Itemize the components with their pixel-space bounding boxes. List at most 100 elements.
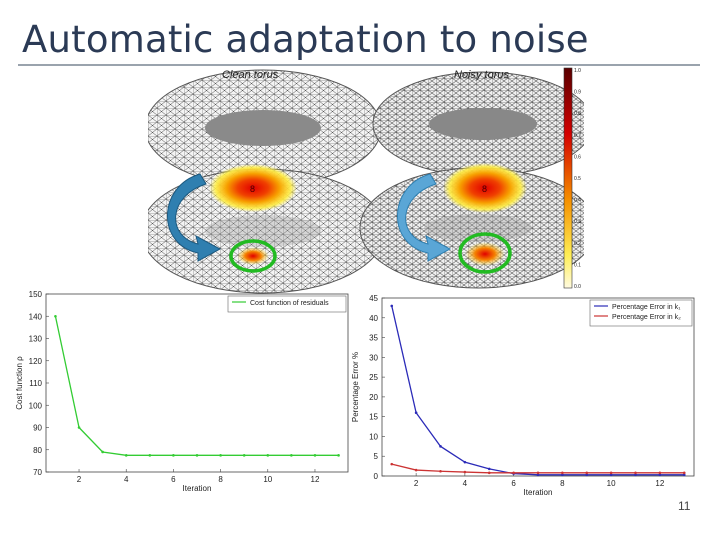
data-point <box>463 470 467 474</box>
y-tick-label: 15 <box>369 413 378 422</box>
data-point <box>266 454 270 457</box>
adaptation-arrow-left <box>167 173 222 262</box>
cost-function-chart: 70 80 90 100 110 120 130 140 150 2 4 6 8 10 12 Iteratio… <box>15 290 349 493</box>
data-point <box>658 473 662 477</box>
data-point <box>585 473 589 477</box>
colorbar-tick-label: 0.4 <box>574 198 581 204</box>
label-noisy-torus: Noisy torus <box>454 69 510 81</box>
data-point <box>682 471 686 475</box>
adaptation-arrow-right <box>397 173 452 262</box>
data-point <box>242 454 246 457</box>
colorbar-tick-label: 0.9 <box>574 90 581 96</box>
data-point <box>658 471 662 475</box>
colorbar-tick-label: 0.8 <box>574 111 581 117</box>
data-point <box>219 454 222 457</box>
data-point <box>54 314 57 318</box>
x-tick-label: 6 <box>171 475 176 484</box>
percentage-error-chart: 0 5 10 15 20 25 30 35 40 45 2 4 6 8 10 12 Iteration Perce… <box>352 294 695 496</box>
y-tick-label: 25 <box>369 373 378 382</box>
data-point <box>634 473 637 477</box>
noisy-torus <box>359 71 584 289</box>
y-tick-label: 40 <box>369 314 378 323</box>
data-point <box>585 471 589 475</box>
data-point <box>439 445 442 448</box>
data-point <box>148 454 152 457</box>
x-axis-label: Iteration <box>524 488 553 496</box>
data-point <box>124 454 128 457</box>
y-tick-label: 30 <box>369 353 378 362</box>
x-tick-label: 10 <box>607 479 616 488</box>
y-tick-label: 120 <box>29 357 43 366</box>
x-tick-label: 4 <box>124 475 129 484</box>
data-point <box>172 454 175 457</box>
x-tick-label: 8 <box>560 479 565 488</box>
colorbar-tick-label: 0.0 <box>574 284 581 290</box>
data-point <box>313 454 317 457</box>
legend-entry: Cost function of residuals <box>250 300 329 307</box>
label-clean-torus: Clean torus <box>222 69 279 81</box>
data-point <box>609 471 613 475</box>
data-point <box>536 473 540 477</box>
y-tick-label: 110 <box>29 379 42 388</box>
y-tick-label: 100 <box>29 401 43 410</box>
y-tick-label: 80 <box>33 446 42 455</box>
y-axis-label: Cost function ρ <box>15 356 24 410</box>
top-marker-noisy: 8 <box>482 184 487 194</box>
legend-entry: Percentage Error in k₂ <box>612 314 681 321</box>
data-point <box>561 471 564 475</box>
top-marker-clean: 8 <box>250 184 255 194</box>
y-tick-label: 90 <box>33 424 42 433</box>
page-number: 11 <box>678 499 691 513</box>
data-point <box>101 450 104 454</box>
colorbar-tick-label: 0.5 <box>574 176 581 182</box>
x-tick-label: 8 <box>218 475 223 484</box>
colorbar-tick-label: 0.7 <box>574 133 581 139</box>
data-point <box>337 454 340 457</box>
data-point <box>487 471 491 475</box>
colorbar-tick-label: 0.1 <box>574 262 581 268</box>
colorbar-tick-label: 0.2 <box>574 241 581 247</box>
y-axis-label: Percentage Error % <box>352 352 360 422</box>
y-tick-label: 0 <box>374 472 379 481</box>
colorbar-tick-label: 0.3 <box>574 219 581 225</box>
colorbar: 1.0 0.9 0.8 0.7 0.6 0.5 0.4 0.3 0.2 0.1 0.0 <box>563 67 581 290</box>
clean-torus <box>148 69 386 294</box>
data-point <box>682 473 686 477</box>
data-point <box>77 426 81 429</box>
legend <box>227 295 347 313</box>
data-point <box>463 460 467 464</box>
x-tick-label: 2 <box>414 479 419 488</box>
data-point <box>390 462 394 466</box>
x-tick-label: 10 <box>263 475 272 484</box>
x-tick-label: 12 <box>311 475 320 484</box>
legend <box>589 299 693 327</box>
y-tick-label: 130 <box>29 335 43 344</box>
plot-area <box>381 297 695 477</box>
data-point <box>609 473 613 477</box>
x-tick-label: 2 <box>77 475 82 484</box>
y-tick-label: 20 <box>369 393 378 402</box>
plot-area <box>45 293 349 473</box>
data-point <box>290 454 293 457</box>
x-axis-label: Iteration <box>183 484 212 493</box>
y-tick-label: 35 <box>369 334 378 343</box>
data-point <box>487 467 491 471</box>
torus-figure: 8 8 Clean torus Noisy torus 1.0 0.9 0.8 0.7… <box>148 66 584 294</box>
y-tick-label: 45 <box>369 294 378 303</box>
x-tick-label: 4 <box>463 479 468 488</box>
data-point <box>414 411 418 415</box>
x-tick-label: 12 <box>655 479 664 488</box>
data-point <box>634 471 637 475</box>
y-tick-label: 5 <box>374 452 379 461</box>
data-point <box>195 454 199 457</box>
data-point <box>512 471 515 475</box>
y-tick-label: 10 <box>369 432 378 441</box>
title-divider <box>18 64 700 66</box>
y-tick-label: 70 <box>33 468 42 477</box>
colorbar-tick-label: 0.6 <box>574 154 581 160</box>
legend-entry: Percentage Error in k₁ <box>612 304 681 311</box>
data-point <box>439 469 442 473</box>
y-tick-label: 150 <box>29 290 43 299</box>
data-point <box>561 473 564 477</box>
x-tick-label: 6 <box>511 479 516 488</box>
